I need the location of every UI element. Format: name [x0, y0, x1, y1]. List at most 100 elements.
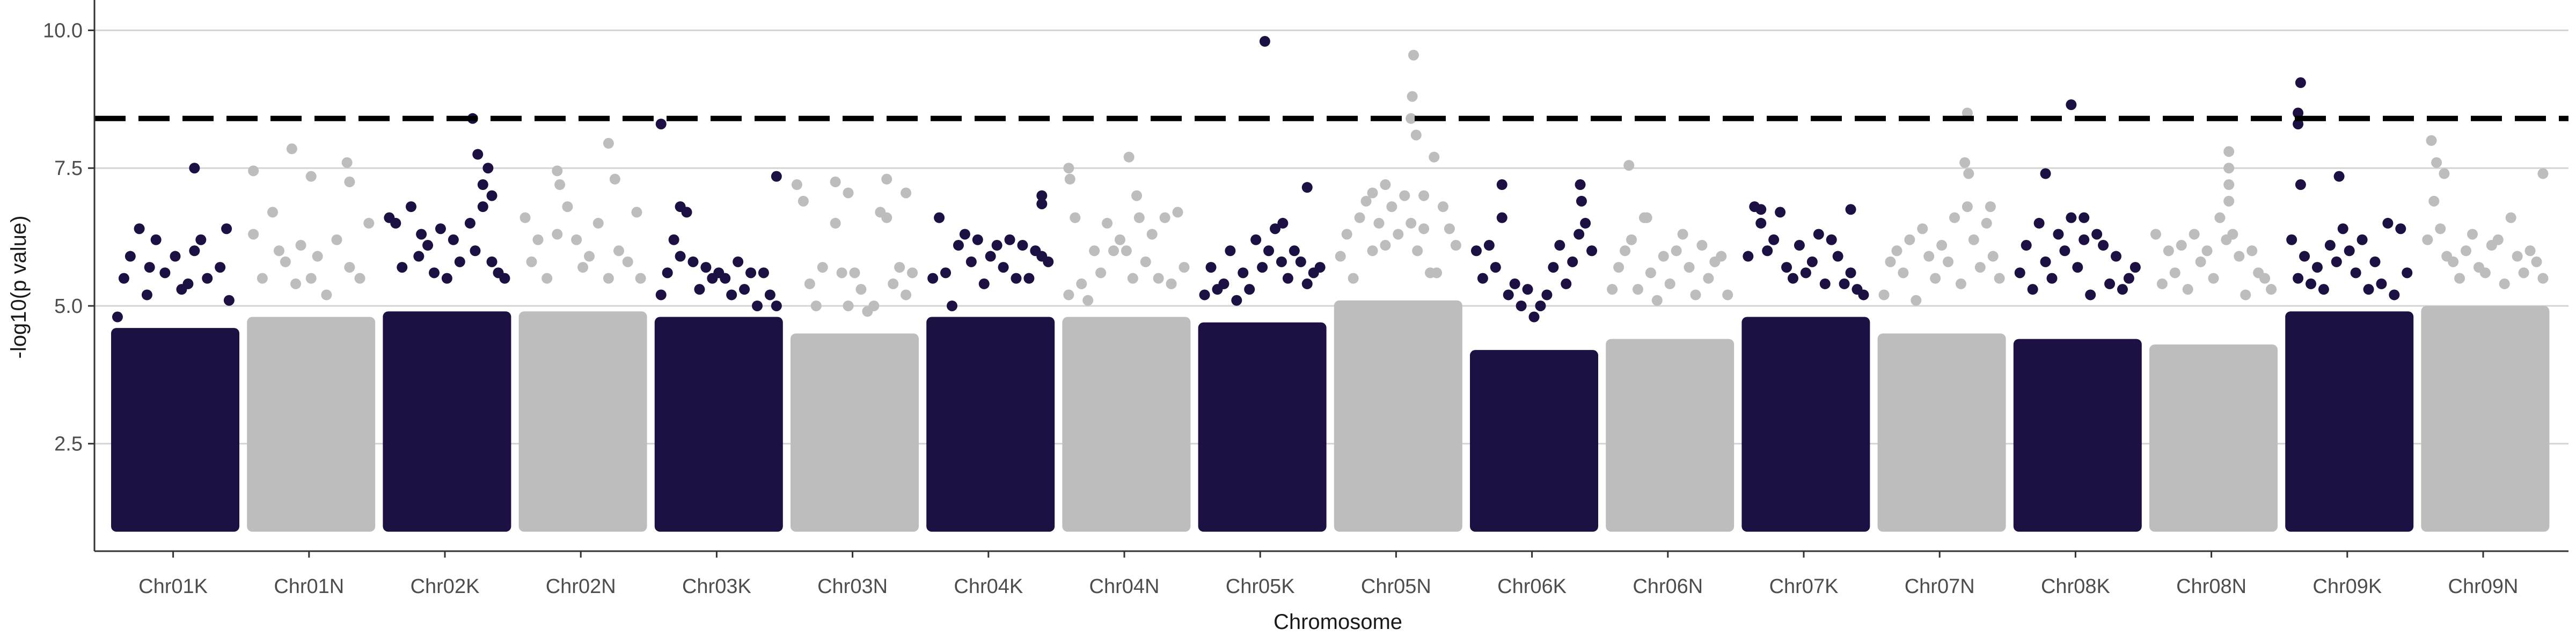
- chromosome-band-Chr06K: [1470, 179, 1598, 532]
- snp-point: [1146, 229, 1158, 240]
- snp-point: [2182, 284, 2193, 295]
- snp-point: [1936, 240, 1948, 251]
- dense-points-block: [1334, 300, 1462, 532]
- snp-point: [125, 251, 136, 262]
- snp-point: [2422, 234, 2433, 245]
- snp-point: [221, 223, 232, 235]
- x-tick-label: Chr03N: [817, 575, 888, 598]
- snp-point: [486, 256, 497, 267]
- snp-point: [655, 289, 667, 301]
- dense-points-block: [1741, 317, 1870, 532]
- axes: 2.5 5.0 7.5 10.0 Chr01K Chr01N Chr02K Chr02N Chr…: [43, 0, 2568, 598]
- snp-point: [2357, 234, 2368, 245]
- snp-point: [592, 217, 604, 229]
- dense-points-block: [1062, 317, 1191, 532]
- dense-points-block: [518, 311, 647, 532]
- snp-point: [1762, 245, 1773, 257]
- x-tick-label: Chr09N: [2448, 575, 2519, 598]
- snp-point: [2059, 245, 2070, 257]
- snp-point: [1483, 240, 1495, 251]
- snp-point: [2479, 267, 2491, 279]
- snp-point: [998, 262, 1009, 273]
- snp-point: [940, 267, 952, 279]
- snp-point: [1677, 229, 1688, 240]
- snp-point: [1955, 278, 1966, 289]
- dense-points-block: [2285, 311, 2414, 532]
- peak-point: [2293, 119, 2304, 130]
- y-tick-label: 7.5: [54, 157, 83, 180]
- peak-point: [675, 201, 686, 213]
- peak-point: [830, 176, 841, 187]
- snp-point: [927, 273, 939, 284]
- snp-point: [1839, 278, 1850, 289]
- snp-point: [726, 289, 737, 301]
- snp-point: [907, 267, 918, 279]
- snp-point: [1133, 212, 1145, 223]
- snp-point: [1788, 273, 1798, 284]
- peak-point: [344, 176, 355, 187]
- peak-point: [472, 149, 484, 160]
- snp-point: [2085, 289, 2096, 301]
- chromosome-band-Chr05N: [1334, 49, 1462, 532]
- snp-point: [189, 245, 200, 257]
- snp-point: [1127, 273, 1138, 284]
- snp-point: [662, 267, 673, 279]
- snp-point: [2266, 284, 2277, 295]
- snp-point: [2293, 273, 2304, 284]
- snp-point: [562, 201, 573, 213]
- snp-point: [1607, 284, 1618, 295]
- snp-point: [1070, 212, 1081, 223]
- peak-point: [1036, 198, 1048, 209]
- dense-points-block: [2149, 344, 2278, 532]
- snp-point: [354, 273, 365, 284]
- snp-point: [1386, 201, 1397, 213]
- peak-point: [1367, 187, 1378, 199]
- peak-point: [843, 187, 854, 199]
- snp-point: [1658, 251, 1669, 262]
- snp-point: [1516, 300, 1527, 311]
- dense-points-block: [654, 317, 783, 532]
- x-tick-label: Chr02N: [546, 575, 616, 598]
- snp-point: [1477, 273, 1488, 284]
- snp-point: [1904, 234, 1915, 245]
- snp-point: [1626, 234, 1637, 245]
- peak-point: [1985, 201, 1996, 213]
- snp-point: [694, 284, 705, 295]
- snp-point: [435, 223, 446, 235]
- snp-point: [959, 229, 970, 240]
- snp-point: [2499, 278, 2510, 289]
- snp-point: [267, 207, 278, 218]
- snp-point: [2234, 251, 2245, 262]
- peak-point: [1301, 182, 1313, 193]
- snp-point: [405, 201, 416, 213]
- snp-point: [331, 234, 342, 245]
- snp-point: [764, 289, 775, 301]
- snp-point: [1671, 245, 1682, 257]
- x-axis-title: Chromosome: [1274, 610, 1402, 634]
- snp-point: [144, 262, 155, 273]
- peak-point: [1063, 163, 1074, 174]
- snp-point: [2066, 212, 2077, 223]
- snp-point: [2176, 240, 2187, 251]
- peak-point: [609, 173, 620, 185]
- snp-point: [532, 234, 544, 245]
- x-tick-label: Chr01N: [274, 575, 344, 598]
- snp-point: [1301, 278, 1313, 289]
- snp-point: [248, 229, 259, 240]
- peak-point: [2223, 195, 2235, 207]
- peak-point: [1131, 190, 1143, 201]
- snp-point: [1962, 201, 1973, 213]
- peak-point: [1845, 204, 1856, 215]
- snp-point: [577, 262, 589, 273]
- snp-point: [1645, 267, 1656, 279]
- peak-point: [603, 138, 614, 149]
- snp-point: [622, 256, 633, 267]
- snp-point: [1166, 278, 1177, 289]
- snp-point: [112, 311, 123, 323]
- snp-point: [2286, 234, 2297, 245]
- peak-point: [2295, 179, 2306, 191]
- peak-point: [341, 157, 353, 168]
- snp-point: [733, 256, 744, 267]
- dense-points-block: [2421, 305, 2550, 532]
